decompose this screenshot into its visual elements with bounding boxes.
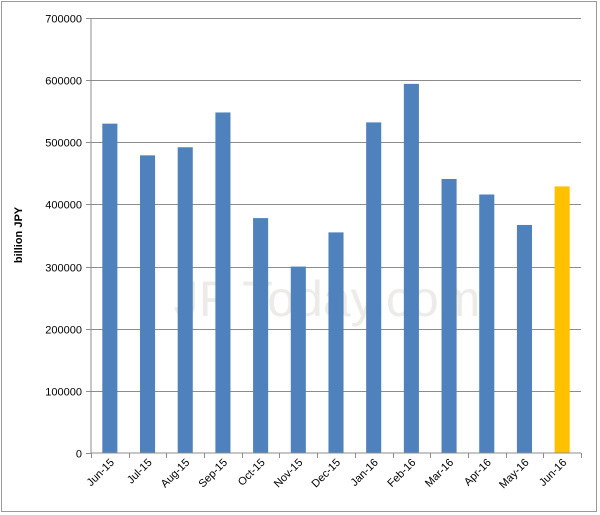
bar-aug-15 [177, 147, 193, 453]
bar-jun-15 [102, 123, 118, 454]
x-tick-label: Jul-15 [125, 457, 155, 487]
bar-may-16 [516, 224, 532, 453]
bar-mar-16 [441, 178, 457, 453]
bar-jul-15 [140, 155, 156, 454]
bar-nov-15 [290, 266, 306, 453]
y-tick-label: 700000 [45, 14, 82, 26]
y-tick-label: 500000 [45, 138, 82, 150]
bar-oct-15 [253, 218, 269, 453]
bar-dec-15 [328, 232, 344, 453]
bar-apr-16 [479, 194, 495, 453]
x-tick-label: Mar-16 [423, 457, 456, 490]
bar-sep-15 [215, 112, 231, 453]
x-tick-label: Oct-15 [236, 457, 268, 489]
x-tick-label: Feb-16 [385, 457, 418, 490]
y-tick-label: 0 [76, 449, 82, 461]
x-tick-label: Jun-15 [85, 457, 117, 489]
x-tick-label: Aug-15 [159, 457, 193, 491]
x-tick-label: Jun-16 [537, 457, 569, 489]
y-tick-label: 100000 [45, 387, 82, 399]
x-tick-label: Sep-15 [196, 457, 230, 491]
x-tick-label: May-16 [497, 457, 531, 491]
y-tick-label: 200000 [45, 325, 82, 337]
y-tick-labels: 0 100000 200000 300000 400000 500000 600000 700… [45, 14, 91, 461]
bar-jun-16 [554, 186, 570, 453]
x-tick-labels: Jun-15 Jul-15 Aug-15 Sep-15 Oct-15 Nov-15 Dec-… [85, 453, 582, 491]
y-axis-title: billion JPY [13, 206, 25, 263]
x-tick-label: Nov-15 [272, 457, 306, 491]
bars [102, 83, 570, 454]
y-tick-label: 600000 [45, 76, 82, 88]
bar-feb-16 [403, 83, 419, 453]
x-tick-label: Jan-16 [349, 457, 381, 489]
gridlines [91, 18, 581, 392]
y-tick-label: 300000 [45, 263, 82, 275]
x-tick-label: Apr-16 [462, 457, 494, 489]
y-tick-label: 400000 [45, 200, 82, 212]
bar-jan-16 [366, 122, 382, 454]
x-tick-label: Dec-15 [310, 457, 344, 491]
